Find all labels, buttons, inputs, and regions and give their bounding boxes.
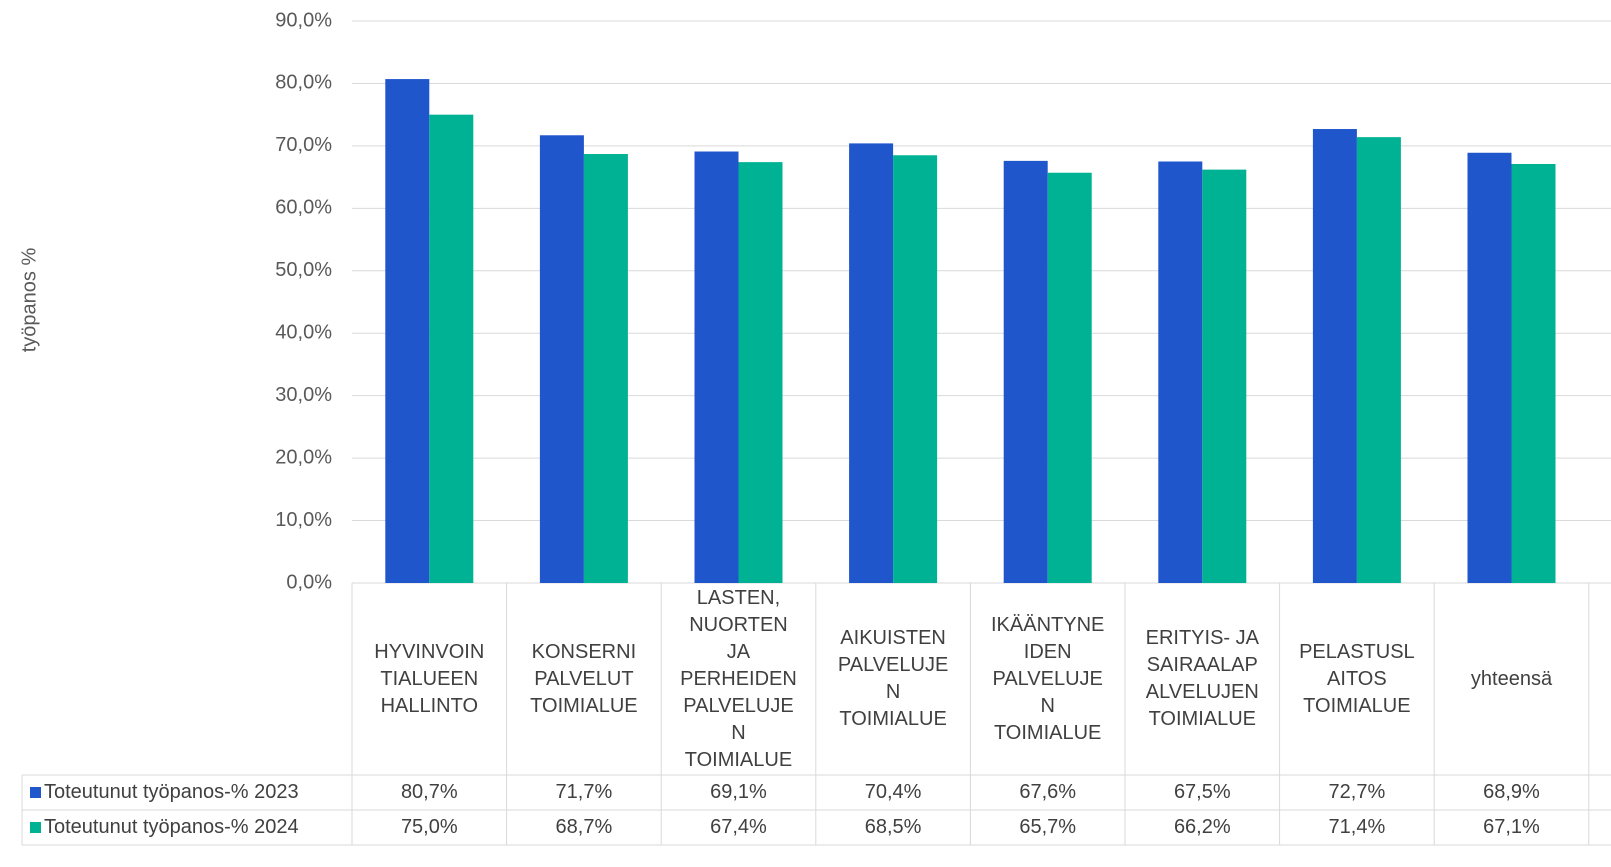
value-label: 67,6% bbox=[1019, 781, 1077, 803]
y-tick-label: 10,0% bbox=[275, 509, 332, 531]
bar bbox=[1511, 163, 1556, 583]
value-label: 70,4% bbox=[864, 781, 922, 803]
bar bbox=[849, 143, 894, 583]
y-tick-label: 70,0% bbox=[275, 134, 332, 156]
bar bbox=[429, 114, 474, 584]
value-label: 67,5% bbox=[1173, 781, 1231, 803]
bar bbox=[385, 79, 430, 583]
category-label: HYVINVOIN TIALUEEN HALLINTO bbox=[374, 640, 485, 717]
value-label: 69,1% bbox=[710, 781, 767, 803]
category-label: IKÄÄNTYNE IDEN PALVELUJE N TOIMIALUE bbox=[991, 613, 1105, 744]
value-label: 66,2% bbox=[1173, 816, 1231, 838]
bar bbox=[1356, 137, 1401, 583]
y-tick-label: 40,0% bbox=[275, 322, 332, 344]
bar bbox=[1003, 160, 1048, 583]
category-label: ERITYIS- JA SAIRAALAP ALVELUJEN TOIMIALU… bbox=[1145, 627, 1259, 730]
y-tick-label: 80,0% bbox=[275, 72, 332, 94]
value-label: 68,9% bbox=[1483, 781, 1540, 803]
y-axis-title: työpanos % bbox=[18, 248, 40, 353]
bar bbox=[1202, 169, 1247, 583]
legend-swatch bbox=[30, 787, 41, 798]
y-tick-label: 60,0% bbox=[275, 197, 332, 219]
bar bbox=[539, 135, 584, 584]
value-label: 67,4% bbox=[710, 816, 767, 838]
value-label: 68,7% bbox=[555, 816, 613, 838]
value-label: 71,7% bbox=[555, 781, 613, 803]
legend-label: Toteutunut työpanos-% 2024 bbox=[44, 816, 299, 838]
bar bbox=[1312, 129, 1357, 584]
bar bbox=[1047, 172, 1092, 584]
y-tick-label: 20,0% bbox=[275, 446, 332, 468]
value-label: 65,7% bbox=[1019, 816, 1077, 838]
y-tick-label: 30,0% bbox=[275, 384, 332, 406]
legend-label: Toteutunut työpanos-% 2023 bbox=[44, 781, 299, 803]
bar bbox=[583, 154, 628, 584]
bar bbox=[1467, 152, 1512, 583]
value-label: 67,1% bbox=[1483, 816, 1540, 838]
category-label: AIKUISTEN PALVELUJE N TOIMIALUE bbox=[837, 627, 949, 730]
value-label: 72,7% bbox=[1328, 781, 1386, 803]
y-tick-label: 90,0% bbox=[275, 9, 332, 31]
value-label: 80,7% bbox=[400, 781, 458, 803]
category-label: LASTEN, NUORTEN JA PERHEIDEN PALVELUJE N… bbox=[680, 586, 797, 771]
category-label: KONSERNI PALVELUT TOIMIALUE bbox=[530, 640, 638, 717]
value-label: 71,4% bbox=[1328, 816, 1386, 838]
bar bbox=[1158, 161, 1203, 583]
y-tick-label: 50,0% bbox=[275, 259, 332, 281]
category-label: yhteensä bbox=[1470, 667, 1553, 690]
value-label: 75,0% bbox=[400, 816, 458, 838]
y-tick-label: 0,0% bbox=[286, 571, 332, 593]
bar bbox=[893, 155, 938, 583]
value-label: 68,5% bbox=[864, 816, 922, 838]
bar bbox=[694, 151, 739, 583]
legend-swatch bbox=[30, 822, 41, 833]
bar bbox=[738, 162, 783, 583]
category-label: PELASTUSL AITOS TOIMIALUE bbox=[1299, 640, 1415, 717]
